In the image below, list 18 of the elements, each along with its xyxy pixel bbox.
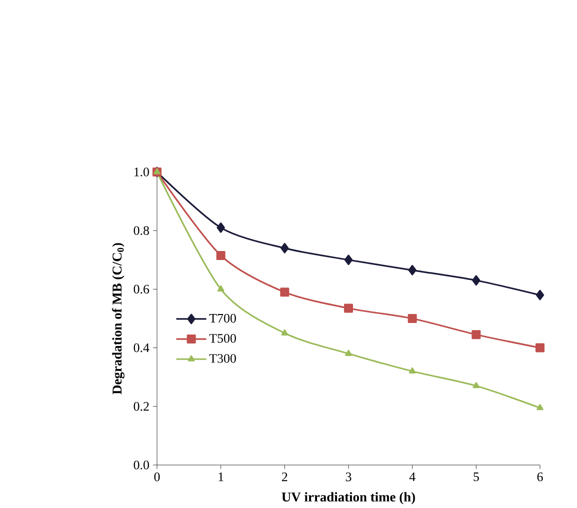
y-tick-label: 0.0 [134, 460, 149, 470]
y-tick-label: 0.8 [134, 226, 149, 236]
y-tick-label: 1.0 [134, 168, 149, 177]
x-tick-label: 6 [537, 472, 543, 482]
legend-label: T700 [209, 314, 236, 323]
x-tick-label: 3 [346, 472, 352, 482]
y-tick-label: 0.6 [134, 284, 150, 294]
x-tick-label: 0 [154, 472, 160, 482]
y-tick-label: 0.2 [134, 402, 149, 411]
y-tick-label: 0.4 [134, 344, 150, 352]
x-tick-label: 5 [474, 472, 479, 482]
y-axis-title: Degradation of MB (C/C$_{0}$) [112, 243, 124, 394]
x-tick-label: 1 [218, 472, 224, 482]
legend-label: T500 [209, 334, 236, 343]
x-tick-label: 4 [409, 472, 416, 482]
x-tick-label: 2 [282, 472, 288, 482]
legend-label: T300 [209, 354, 236, 363]
x-axis-title: UV irradiation time (h) [282, 492, 415, 504]
